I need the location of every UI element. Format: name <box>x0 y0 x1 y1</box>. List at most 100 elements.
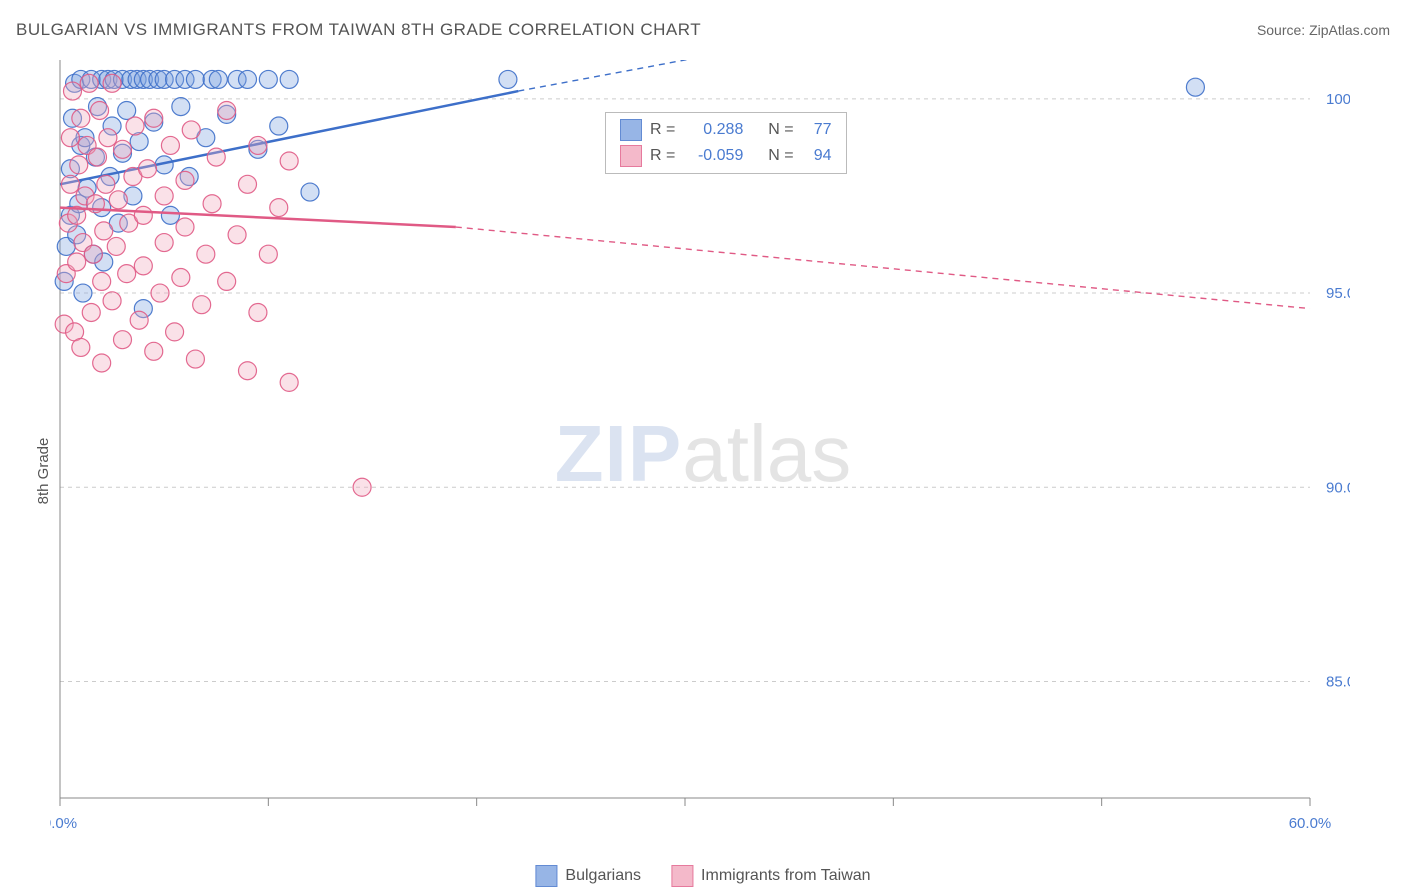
data-point <box>61 129 79 147</box>
data-point <box>1186 78 1204 96</box>
data-point <box>203 195 221 213</box>
r-value: -0.059 <box>683 147 743 165</box>
data-point <box>176 218 194 236</box>
data-point <box>186 350 204 368</box>
r-value: 0.288 <box>683 121 743 139</box>
data-point <box>228 226 246 244</box>
n-label: N = <box>768 121 793 139</box>
data-point <box>74 284 92 302</box>
data-point <box>99 129 117 147</box>
data-point <box>209 70 227 88</box>
legend-swatch <box>620 145 642 167</box>
data-point <box>207 148 225 166</box>
data-point <box>161 136 179 154</box>
series-legend-item: Bulgarians <box>535 865 641 887</box>
data-point <box>176 171 194 189</box>
series-legend-label: Immigrants from Taiwan <box>701 867 871 885</box>
source-attribution: Source: ZipAtlas.com <box>1257 22 1390 38</box>
data-point <box>239 362 257 380</box>
data-point <box>103 74 121 92</box>
series-legend-label: Bulgarians <box>565 867 641 885</box>
r-label: R = <box>650 121 675 139</box>
data-point <box>145 342 163 360</box>
data-point <box>218 272 236 290</box>
data-point <box>134 257 152 275</box>
data-point <box>84 245 102 263</box>
data-point <box>103 292 121 310</box>
data-point <box>172 269 190 287</box>
data-point <box>134 206 152 224</box>
data-point <box>126 117 144 135</box>
series-legend: Bulgarians Immigrants from Taiwan <box>535 865 870 887</box>
source-prefix: Source: <box>1257 22 1309 38</box>
legend-swatch <box>620 119 642 141</box>
data-point <box>249 136 267 154</box>
correlation-legend-row: R = 0.288 N = 77 <box>620 119 832 141</box>
data-point <box>172 98 190 116</box>
y-tick-label: 95.0% <box>1326 285 1350 302</box>
r-label: R = <box>650 147 675 165</box>
n-value: 77 <box>802 121 832 139</box>
data-point <box>109 191 127 209</box>
data-point <box>118 265 136 283</box>
data-point <box>499 70 517 88</box>
data-point <box>61 175 79 193</box>
n-label: N = <box>768 147 793 165</box>
data-point <box>97 175 115 193</box>
data-point <box>91 101 109 119</box>
data-point <box>270 199 288 217</box>
source-link[interactable]: ZipAtlas.com <box>1309 22 1390 38</box>
data-point <box>130 311 148 329</box>
data-point <box>70 156 88 174</box>
legend-swatch <box>535 865 557 887</box>
data-point <box>72 109 90 127</box>
y-tick-label: 90.0% <box>1326 479 1350 496</box>
data-point <box>89 148 107 166</box>
data-point <box>182 121 200 139</box>
x-tick-label: 0.0% <box>50 815 77 830</box>
y-tick-label: 100.0% <box>1326 91 1350 108</box>
y-tick-label: 85.0% <box>1326 673 1350 690</box>
series-legend-item: Immigrants from Taiwan <box>671 865 871 887</box>
data-point <box>155 187 173 205</box>
data-point <box>249 303 267 321</box>
data-point <box>107 237 125 255</box>
data-point <box>280 152 298 170</box>
data-point <box>239 175 257 193</box>
data-point <box>93 354 111 372</box>
data-point <box>145 109 163 127</box>
data-point <box>186 70 204 88</box>
data-point <box>353 478 371 496</box>
trend-line-extrapolated <box>456 227 1310 309</box>
data-point <box>239 70 257 88</box>
data-point <box>72 338 90 356</box>
chart-title: BULGARIAN VS IMMIGRANTS FROM TAIWAN 8TH … <box>16 20 701 40</box>
data-point <box>259 245 277 263</box>
data-point <box>259 70 277 88</box>
data-point <box>80 74 98 92</box>
data-point <box>93 272 111 290</box>
chart-area: 8th Grade 85.0%90.0%95.0%100.0%0.0%60.0%… <box>0 50 1406 892</box>
data-point <box>114 140 132 158</box>
data-point <box>95 222 113 240</box>
scatter-plot: 85.0% 90.0% 95.0% 100.0% 0.0% 60.0% <box>50 60 1350 830</box>
data-point <box>82 303 100 321</box>
data-point <box>166 323 184 341</box>
data-point <box>151 284 169 302</box>
data-point <box>280 373 298 391</box>
data-point <box>301 183 319 201</box>
header: BULGARIAN VS IMMIGRANTS FROM TAIWAN 8TH … <box>16 20 1390 40</box>
data-point <box>161 206 179 224</box>
data-point <box>270 117 288 135</box>
data-point <box>139 160 157 178</box>
data-point <box>193 296 211 314</box>
legend-swatch <box>671 865 693 887</box>
n-value: 94 <box>802 147 832 165</box>
correlation-legend: R = 0.288 N = 77 R = -0.059 N = 94 <box>605 112 847 174</box>
data-point <box>197 245 215 263</box>
data-point <box>68 253 86 271</box>
correlation-legend-row: R = -0.059 N = 94 <box>620 145 832 167</box>
x-tick-label: 60.0% <box>1289 815 1332 830</box>
data-point <box>155 234 173 252</box>
data-point <box>114 331 132 349</box>
